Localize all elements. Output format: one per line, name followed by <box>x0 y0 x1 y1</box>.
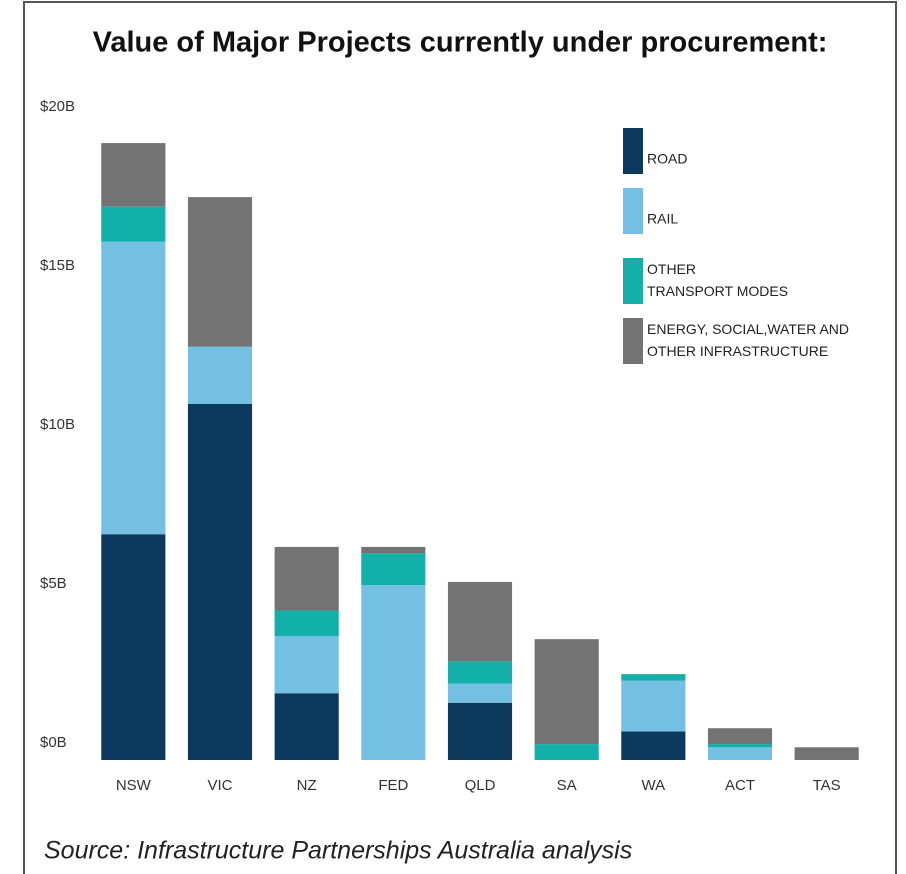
bar-segment <box>707 747 773 760</box>
bar-segment <box>707 744 773 748</box>
bar-segment <box>447 702 513 760</box>
legend-label: ROAD <box>647 151 687 167</box>
legend-swatch <box>623 188 643 234</box>
bar-segment <box>101 534 166 760</box>
x-tick-label: TAS <box>813 777 841 794</box>
y-tick-label: $0B <box>40 734 67 751</box>
y-tick-label: $20B <box>40 98 75 115</box>
bar-segment <box>274 693 339 760</box>
bar-segment <box>101 143 166 207</box>
bar-segment <box>274 610 339 636</box>
bar-segment <box>361 553 426 586</box>
bar-segment <box>707 728 773 745</box>
y-tick-label: $10B <box>40 416 75 433</box>
bar-segment <box>187 403 253 760</box>
bar-segment <box>621 674 686 681</box>
y-tick-label: $5B <box>40 575 67 592</box>
bar-segment <box>274 546 339 611</box>
bar-segment <box>534 639 599 745</box>
x-tick-label: SA <box>557 777 577 794</box>
bar-segment <box>621 731 686 760</box>
x-tick-label: QLD <box>465 777 496 794</box>
legend-label: ENERGY, SOCIAL,WATER AND OTHER INFRASTRUC… <box>647 321 849 359</box>
source: Source: Infrastructure Partnerships Aust… <box>44 837 632 865</box>
bar-segment <box>534 744 599 760</box>
bar-segment <box>274 635 339 694</box>
bar-segment <box>361 546 426 554</box>
x-tick-label: WA <box>642 777 666 794</box>
x-tick-label: FED <box>378 777 408 794</box>
y-tick-label: $15B <box>40 257 75 274</box>
x-tick-label: ACT <box>725 777 755 794</box>
legend-label: OTHER TRANSPORT MODES <box>647 261 788 299</box>
bar-segment <box>794 747 859 760</box>
legend-label: RAIL <box>647 211 678 227</box>
bar-segment <box>187 346 253 404</box>
bar-segment <box>447 683 513 703</box>
bar-segment <box>361 585 426 760</box>
legend-swatch <box>623 128 643 174</box>
legend-swatch <box>623 318 643 364</box>
bar-segment <box>621 680 686 732</box>
x-tick-label: VIC <box>207 777 232 794</box>
bar-segment <box>187 197 253 347</box>
frame <box>23 1 897 874</box>
bar-segment <box>447 581 513 662</box>
bar-segment <box>447 661 513 684</box>
legend-swatch <box>623 258 643 304</box>
bar-segment <box>101 206 166 242</box>
x-tick-label: NSW <box>116 777 152 794</box>
x-tick-label: NZ <box>297 777 317 794</box>
bar-segment <box>101 241 166 535</box>
chart-title: Value of Major Projects currently under … <box>93 27 828 59</box>
